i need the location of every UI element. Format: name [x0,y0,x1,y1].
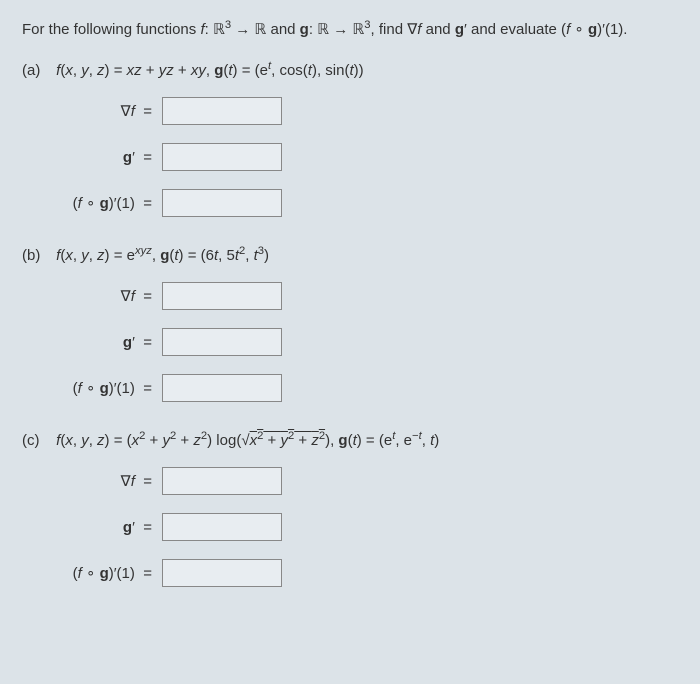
grad-f-label-c: ∇f = [42,472,152,490]
part-a-definition: f(x, y, z) = xz + yz + xy, g(t) = (et, c… [56,62,363,79]
part-a: (a) f(x, y, z) = xz + yz + xy, g(t) = (e… [22,60,678,217]
grad-f-b-input[interactable] [162,282,282,310]
part-a-label: (a) [22,62,52,79]
part-b-definition: f(x, y, z) = exyz, g(t) = (6t, 5t2, t3) [56,247,269,264]
part-c-label: (c) [22,432,52,449]
g-prime-c-input[interactable] [162,513,282,541]
g-prime-label-b: g′ = [42,334,152,351]
fog-prime-label-b: (f ∘ g)′(1) = [42,379,152,397]
fog-prime-c-input[interactable] [162,559,282,587]
intro-text: For the following functions f: ℝ3 → ℝ an… [22,18,678,40]
g-prime-label-a: g′ = [42,149,152,166]
grad-f-label-a: ∇f = [42,102,152,120]
part-b-header: (b) f(x, y, z) = exyz, g(t) = (6t, 5t2, … [22,245,678,264]
part-b: (b) f(x, y, z) = exyz, g(t) = (6t, 5t2, … [22,245,678,402]
part-c-definition: f(x, y, z) = (x2 + y2 + z2) log(√x2 + y2… [56,432,439,449]
g-prime-b-input[interactable] [162,328,282,356]
part-c-header: (c) f(x, y, z) = (x2 + y2 + z2) log(√x2 … [22,430,678,449]
part-c: (c) f(x, y, z) = (x2 + y2 + z2) log(√x2 … [22,430,678,587]
fog-prime-label-a: (f ∘ g)′(1) = [42,194,152,212]
part-b-label: (b) [22,247,52,264]
g-prime-a-input[interactable] [162,143,282,171]
part-a-header: (a) f(x, y, z) = xz + yz + xy, g(t) = (e… [22,60,678,79]
fog-prime-b-input[interactable] [162,374,282,402]
grad-f-label-b: ∇f = [42,287,152,305]
g-prime-label-c: g′ = [42,519,152,536]
grad-f-c-input[interactable] [162,467,282,495]
fog-prime-a-input[interactable] [162,189,282,217]
grad-f-a-input[interactable] [162,97,282,125]
fog-prime-label-c: (f ∘ g)′(1) = [42,564,152,582]
